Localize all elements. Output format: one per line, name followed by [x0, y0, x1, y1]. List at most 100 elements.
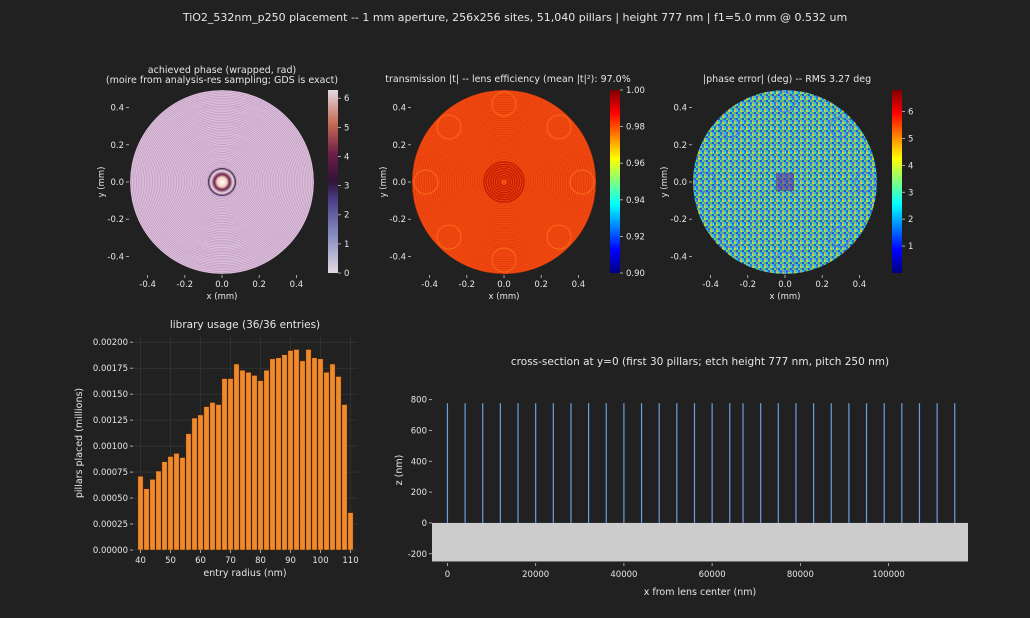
colorbar-tick-label: 0.94 [626, 196, 645, 206]
y-tick-label: 0.4 [110, 104, 124, 114]
bar-entry-70 [227, 378, 234, 551]
y-tick-label: 400 [411, 457, 427, 467]
bar-entry-42 [143, 488, 150, 551]
bar-entry-52 [173, 453, 180, 551]
bar-entry-100 [317, 358, 324, 551]
y-tick-label: -0.4 [389, 252, 406, 262]
x-tick-label: 0.2 [534, 280, 548, 290]
bar-entry-108 [341, 404, 348, 551]
bar-entry-102 [323, 372, 330, 551]
x-tick-label: 70 [225, 556, 236, 566]
colorbar-tick-label: 6 [908, 108, 913, 118]
x-tick-label: 60000 [699, 570, 726, 580]
y-axis-label: y (mm) [379, 167, 389, 198]
x-tick-label: 0.2 [252, 280, 266, 290]
panel-title: achieved phase (wrapped, rad) [148, 65, 296, 76]
y-tick-label: 0.00175 [93, 364, 128, 374]
x-tick-label: 0.0 [215, 280, 229, 290]
x-tick-label: 100 [312, 556, 328, 566]
bar-entry-92 [293, 349, 300, 551]
x-tick-label: -0.2 [459, 280, 476, 290]
colorbar-tick-label: 0 [344, 269, 349, 279]
bar-entry-86 [275, 357, 282, 551]
bar-entry-76 [245, 372, 252, 551]
x-tick-label: 90 [285, 556, 296, 566]
bar-entry-82 [263, 370, 270, 551]
colorbar-tick-label: 5 [908, 134, 913, 144]
colorbar-tick-label: 1 [908, 242, 913, 252]
colorbar-tick-label: 1.00 [626, 86, 645, 96]
colorbar [328, 90, 338, 273]
panel-achieved-phase: achieved phase (wrapped, rad) (moire fro… [97, 65, 349, 302]
bar-entry-90 [287, 350, 294, 551]
y-tick-label: -0.2 [670, 215, 687, 225]
bar-entry-80 [257, 380, 264, 551]
bar-entry-88 [281, 354, 288, 551]
x-tick-label: 0.0 [778, 280, 792, 290]
y-tick-label: 0.00125 [93, 416, 128, 426]
x-tick-label: 40000 [610, 570, 637, 580]
x-tick-label: 0.4 [853, 280, 867, 290]
y-tick-label: 0.2 [392, 141, 406, 151]
bar-entry-74 [239, 370, 246, 551]
y-tick-label: 0.0 [673, 178, 687, 188]
colorbar-tick-label: 4 [344, 152, 349, 162]
x-tick-label: 0.4 [572, 280, 586, 290]
y-axis-label: z (nm) [394, 455, 405, 486]
colorbar-tick-label: 0.92 [626, 232, 645, 242]
bar-entry-68 [221, 378, 228, 551]
x-axis-label: x (mm) [770, 292, 801, 302]
bar-entry-72 [233, 363, 240, 551]
bar-entry-84 [269, 358, 276, 551]
bar-entry-44 [149, 479, 156, 551]
colorbar-tick-label: 1 [344, 240, 349, 250]
bar-entry-50 [167, 456, 174, 551]
panel-title: library usage (36/36 entries) [170, 319, 320, 331]
panel-title: transmission |t| -- lens efficiency (mea… [385, 74, 631, 85]
bar-entry-106 [335, 376, 342, 551]
bar-entry-96 [305, 349, 312, 551]
bar-entry-60 [197, 414, 204, 551]
x-tick-label: -0.4 [421, 280, 438, 290]
y-tick-label: -200 [408, 550, 427, 560]
colorbar-tick-label: 2 [908, 215, 913, 225]
x-axis-label: entry radius (nm) [203, 568, 286, 579]
phase-error-map [693, 90, 877, 274]
substrate [432, 522, 968, 562]
y-tick-label: 0.4 [673, 104, 687, 114]
bar-entry-48 [161, 461, 168, 551]
x-tick-label: 0.0 [497, 280, 511, 290]
y-tick-label: 0.0 [392, 178, 406, 188]
colorbar-tick-label: 4 [908, 161, 913, 171]
x-axis-label: x (mm) [207, 292, 238, 302]
bar-entry-104 [329, 363, 336, 551]
x-tick-label: 80000 [787, 570, 814, 580]
bar-entry-46 [155, 470, 162, 551]
colorbar-tick-label: 0.98 [626, 123, 645, 133]
x-tick-label: 60 [195, 556, 206, 566]
panel-library-usage: library usage (36/36 entries) 0.00000 0.0… [74, 319, 359, 579]
y-tick-label: 0.00100 [93, 442, 128, 452]
bar-entry-110 [347, 512, 354, 551]
x-axis-label: x from lens center (nm) [644, 587, 757, 598]
y-tick-label: 0 [422, 519, 427, 529]
colorbar-tick-label: 0.90 [626, 269, 645, 279]
y-tick-label: 200 [411, 488, 427, 498]
x-axis-label: x (mm) [489, 292, 520, 302]
y-tick-label: 0.00075 [93, 468, 128, 478]
bar-entry-58 [191, 417, 198, 551]
panel-phase-error: |phase error| (deg) -- RMS 3.27 deg -0.4… [660, 74, 913, 302]
y-tick-label: 800 [411, 396, 427, 406]
x-tick-label: 80 [255, 556, 266, 566]
panel-title: |phase error| (deg) -- RMS 3.27 deg [703, 74, 871, 85]
y-tick-label: 0.00025 [93, 520, 128, 530]
y-tick-label: 0.0 [110, 178, 124, 188]
x-tick-label: 0.4 [290, 280, 304, 290]
x-tick-label: 0.2 [815, 280, 829, 290]
bar-entry-54 [179, 457, 186, 551]
bar-entry-56 [185, 433, 192, 551]
x-tick-label: 20000 [522, 570, 549, 580]
colorbar-tick-label: 5 [344, 123, 349, 133]
colorbar [610, 90, 620, 273]
bar-entry-64 [209, 402, 216, 551]
